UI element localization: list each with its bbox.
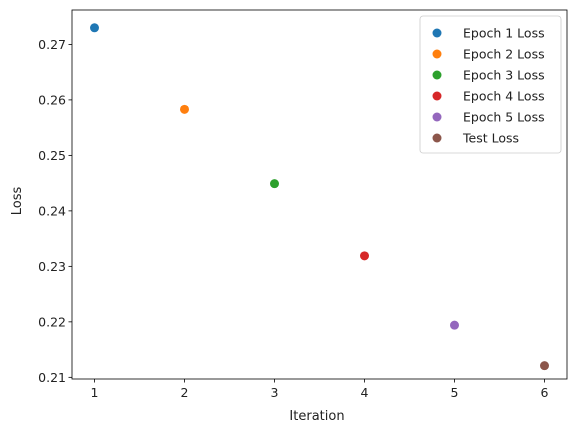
y-tick-label: 0.25 [38,148,66,163]
data-point [270,179,279,189]
data-point [540,361,549,371]
x-tick-label: 2 [181,385,189,400]
legend-label: Epoch 2 Loss [463,47,545,62]
y-tick-label: 0.22 [38,314,66,329]
legend-marker [432,112,442,122]
x-tick-label: 4 [361,385,369,400]
legend-label: Epoch 3 Loss [463,68,545,83]
legend-label: Epoch 5 Loss [463,110,545,125]
data-points [90,23,549,371]
plot-area [71,9,568,380]
legend-marker [432,70,442,80]
legend: Epoch 1 Loss Epoch 2 Loss Epoch 3 Loss Epoc… [419,15,562,154]
y-tick-label: 0.21 [38,370,66,385]
legend-marker [432,133,442,143]
x-tick-label: 6 [541,385,549,400]
y-tick-label: 0.23 [38,259,66,274]
legend-label: Epoch 1 Loss [463,26,545,41]
x-tick-label: 5 [451,385,459,400]
legend-box [419,15,562,154]
y-tick-label: 0.24 [38,203,66,218]
x-axis-ticks: 1 2 3 4 5 6 [91,379,549,400]
x-tick-label: 1 [91,385,99,400]
legend-marker [432,91,442,101]
plot-frame [71,9,568,380]
legend-marker [432,28,442,38]
data-point [360,251,369,261]
legend-label: Epoch 4 Loss [463,89,545,104]
y-axis-ticks: 0.21 0.22 0.23 0.24 0.25 0.26 0.27 [38,37,72,385]
y-tick-label: 0.26 [38,92,66,107]
y-tick-label: 0.27 [38,37,66,52]
legend-label: Test Loss [462,131,519,146]
y-axis-label: Loss [10,187,25,216]
x-axis-label: Iteration [289,409,344,424]
data-point [180,104,189,114]
data-point [450,320,459,330]
legend-marker [432,49,442,59]
x-tick-label: 3 [271,385,279,400]
data-point [90,23,99,33]
